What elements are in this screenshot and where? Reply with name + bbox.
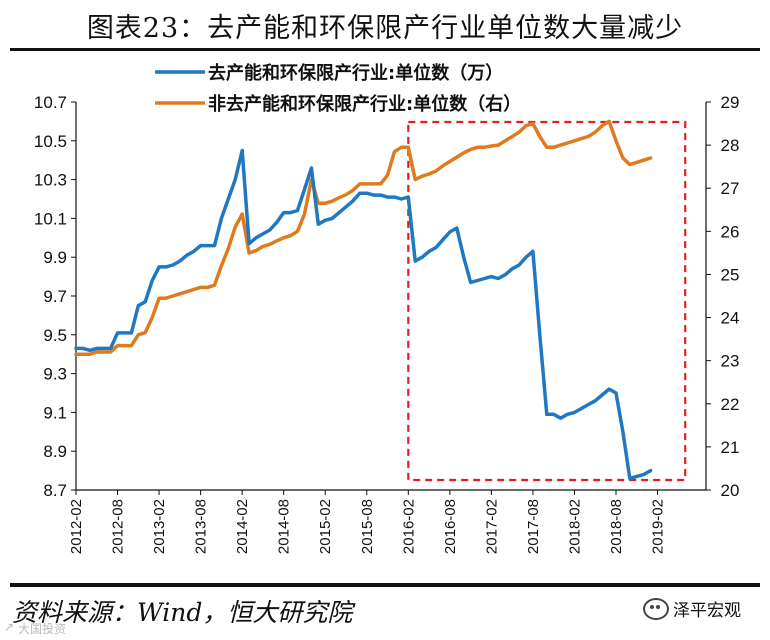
y-right-tick-label: 27 bbox=[721, 179, 740, 198]
y-right-tick-label: 28 bbox=[721, 136, 740, 155]
y-left-tick-label: 9.9 bbox=[43, 248, 67, 267]
x-tick-label: 2014-08 bbox=[276, 499, 293, 554]
x-tick-label: 2014-02 bbox=[234, 499, 251, 554]
brand-name: 泽平宏观 bbox=[673, 601, 741, 621]
x-tick-label: 2015-02 bbox=[317, 499, 334, 554]
y-left-tick-label: 9.7 bbox=[43, 287, 67, 306]
x-tick-label: 2012-08 bbox=[110, 499, 127, 554]
legend-label-series2: 非去产能和环保限产行业:单位数（右） bbox=[208, 93, 521, 115]
watermark-text: 大国投资 bbox=[18, 622, 67, 636]
axes: 10.7 10.5 10.3 10.1 9.9 9.7 9.5 9.3 9.1 8.9 8.7 29 2… bbox=[34, 93, 740, 554]
brand-tag: 泽平宏观 bbox=[643, 596, 741, 621]
x-tick-label: 2016-08 bbox=[442, 499, 459, 554]
y-left-tick-label: 10.3 bbox=[34, 171, 67, 190]
y-right-tick-label: 29 bbox=[721, 93, 740, 112]
x-tick-label: 2019-02 bbox=[650, 499, 667, 554]
y-left-tick-label: 8.9 bbox=[43, 442, 67, 461]
highlight-region bbox=[407, 120, 687, 482]
x-tick-label: 2018-08 bbox=[608, 499, 625, 554]
wechat-icon bbox=[643, 597, 669, 620]
y-left-tick-label: 9.1 bbox=[43, 403, 67, 422]
y-left-tick-label: 10.1 bbox=[34, 209, 67, 228]
x-tick-label: 2012-02 bbox=[68, 499, 85, 554]
series-line-1 bbox=[74, 148, 653, 481]
series-lines bbox=[74, 119, 653, 481]
line-chart: 去产能和环保限产行业:单位数（万） 非去产能和环保限产行业:单位数（右） 10.… bbox=[34, 62, 740, 554]
y-right-tick-label: 23 bbox=[721, 352, 740, 371]
x-tick-label: 2017-02 bbox=[483, 499, 500, 554]
x-tick-label: 2015-08 bbox=[359, 499, 376, 554]
source-note: 资料来源：Wind，恒大研究院 bbox=[12, 598, 353, 627]
title-underline bbox=[10, 48, 760, 51]
y-right-tick-label: 21 bbox=[721, 438, 740, 457]
y-left-tick-label: 9.5 bbox=[43, 326, 67, 345]
y-right-tick-label: 26 bbox=[721, 222, 740, 241]
x-tick-label: 2013-02 bbox=[151, 499, 168, 554]
legend: 去产能和环保限产行业:单位数（万） 非去产能和环保限产行业:单位数（右） bbox=[155, 62, 521, 115]
chart-title: 图表23：去产能和环保限产行业单位数大量减少 bbox=[86, 13, 684, 44]
y-left-tick-label: 9.3 bbox=[43, 365, 67, 384]
legend-label-series1: 去产能和环保限产行业:单位数（万） bbox=[208, 62, 503, 84]
x-tick-label: 2018-02 bbox=[566, 499, 583, 554]
y-left-tick-label: 10.7 bbox=[34, 93, 67, 112]
x-tick-label: 2016-02 bbox=[400, 499, 417, 554]
watermark-icon: ↗ bbox=[4, 620, 15, 634]
y-right-tick-label: 20 bbox=[721, 481, 740, 500]
footer-rule bbox=[10, 583, 760, 587]
y-right-tick-label: 24 bbox=[721, 309, 740, 328]
dashed-highlight-box bbox=[407, 120, 687, 482]
watermark: ↗ 大国投资 bbox=[4, 620, 66, 637]
y-left-tick-label: 10.5 bbox=[34, 132, 67, 151]
x-tick-label: 2017-08 bbox=[525, 499, 542, 554]
y-left-tick-label: 8.7 bbox=[43, 481, 67, 500]
series-line-2 bbox=[74, 119, 653, 356]
x-tick-label: 2013-08 bbox=[193, 499, 210, 554]
y-right-tick-label: 22 bbox=[721, 395, 740, 414]
y-right-tick-label: 25 bbox=[721, 265, 740, 284]
